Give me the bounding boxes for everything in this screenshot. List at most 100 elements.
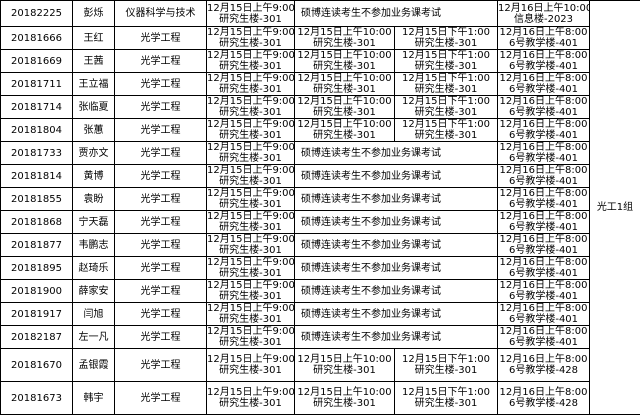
major: 光学工程 [115, 211, 207, 234]
exam-place: 研究生楼-301 [207, 245, 294, 256]
exam-place: 6号教学楼-401 [498, 337, 589, 348]
exam-time: 12月15日上午9:00 [207, 257, 294, 268]
exam-place: 研究生楼-301 [295, 398, 394, 409]
student-id: 20181670 [1, 349, 73, 382]
exam-note: 硕博连读考生不参加业务课考试 [301, 171, 497, 182]
major: 光学工程 [115, 119, 207, 142]
exam-cell: 硕博连读考生不参加业务课考试 [295, 211, 498, 234]
exam-cell: 硕博连读考生不参加业务课考试 [295, 142, 498, 165]
exam-time: 12月15日上午10:00 [295, 27, 394, 38]
exam-time: 12月16日上午8:00 [498, 257, 589, 268]
exam-time: 12月15日上午9:00 [207, 3, 294, 14]
group: 光工1组 [590, 1, 640, 415]
exam-time: 12月15日下午1:00 [395, 27, 497, 38]
major: 光学工程 [115, 382, 207, 415]
major: 光学工程 [115, 234, 207, 257]
major: 光学工程 [115, 280, 207, 303]
exam-time: 12月16日上午8:00 [498, 280, 589, 291]
exam-time: 12月15日上午9:00 [207, 326, 294, 337]
student-name: 王茜 [73, 50, 115, 73]
exam-time: 12月16日上午8:00 [498, 354, 589, 365]
exam-time: 12月15日上午9:00 [207, 119, 294, 130]
exam-time: 12月15日下午1:00 [395, 50, 497, 61]
exam-place: 6号教学楼-401 [498, 38, 589, 49]
exam-time: 12月16日上午8:00 [498, 96, 589, 107]
exam-time: 12月15日上午9:00 [207, 387, 294, 398]
exam-place: 研究生楼-301 [207, 337, 294, 348]
exam-place: 6号教学楼-401 [498, 153, 589, 164]
exam-note: 硕博连读考生不参加业务课考试 [301, 240, 497, 251]
exam-time: 12月15日下午1:00 [395, 387, 497, 398]
exam-place: 6号教学楼-401 [498, 222, 589, 233]
major: 光学工程 [115, 303, 207, 326]
exam-cell: 硕博连读考生不参加业务课考试 [295, 188, 498, 211]
student-id: 20182187 [1, 326, 73, 349]
exam-time: 12月15日下午1:00 [395, 96, 497, 107]
major: 光学工程 [115, 326, 207, 349]
major: 仪器科学与技术 [115, 1, 207, 27]
exam-place: 研究生楼-301 [207, 84, 294, 95]
student-name: 薛家安 [73, 280, 115, 303]
major: 光学工程 [115, 50, 207, 73]
exam-time: 12月15日上午10:00 [295, 73, 394, 84]
student-id: 20181814 [1, 165, 73, 188]
exam-place: 研究生楼-301 [395, 365, 497, 376]
exam-place: 研究生楼-301 [207, 153, 294, 164]
exam-place: 研究生楼-301 [207, 365, 294, 376]
exam-place: 6号教学楼-401 [498, 245, 589, 256]
student-name: 王红 [73, 27, 115, 50]
student-name: 左一凡 [73, 326, 115, 349]
exam-place: 研究生楼-301 [207, 107, 294, 118]
exam-time: 12月16日上午8:00 [498, 188, 589, 199]
exam-time: 12月15日上午9:00 [207, 73, 294, 84]
student-id: 20181673 [1, 382, 73, 415]
exam-time: 12月15日上午9:00 [207, 303, 294, 314]
exam-place: 研究生楼-301 [295, 365, 394, 376]
exam-note: 硕博连读考生不参加业务课考试 [301, 332, 497, 343]
exam-time: 12月16日上午8:00 [498, 27, 589, 38]
student-id: 20181895 [1, 257, 73, 280]
student-name: 赵琦乐 [73, 257, 115, 280]
student-name: 韦鹏志 [73, 234, 115, 257]
student-name: 张蕙 [73, 119, 115, 142]
student-id: 20182225 [1, 1, 73, 27]
exam-place: 6号教学楼-401 [498, 176, 589, 187]
exam-time: 12月15日下午1:00 [395, 354, 497, 365]
student-id: 20181917 [1, 303, 73, 326]
exam-place: 研究生楼-301 [207, 314, 294, 325]
exam-time: 12月15日下午1:00 [395, 73, 497, 84]
exam-note: 硕博连读考生不参加业务课考试 [301, 217, 497, 228]
exam-time: 12月16日上午8:00 [498, 142, 589, 153]
exam-time: 12月15日上午9:00 [207, 188, 294, 199]
student-id: 20181804 [1, 119, 73, 142]
